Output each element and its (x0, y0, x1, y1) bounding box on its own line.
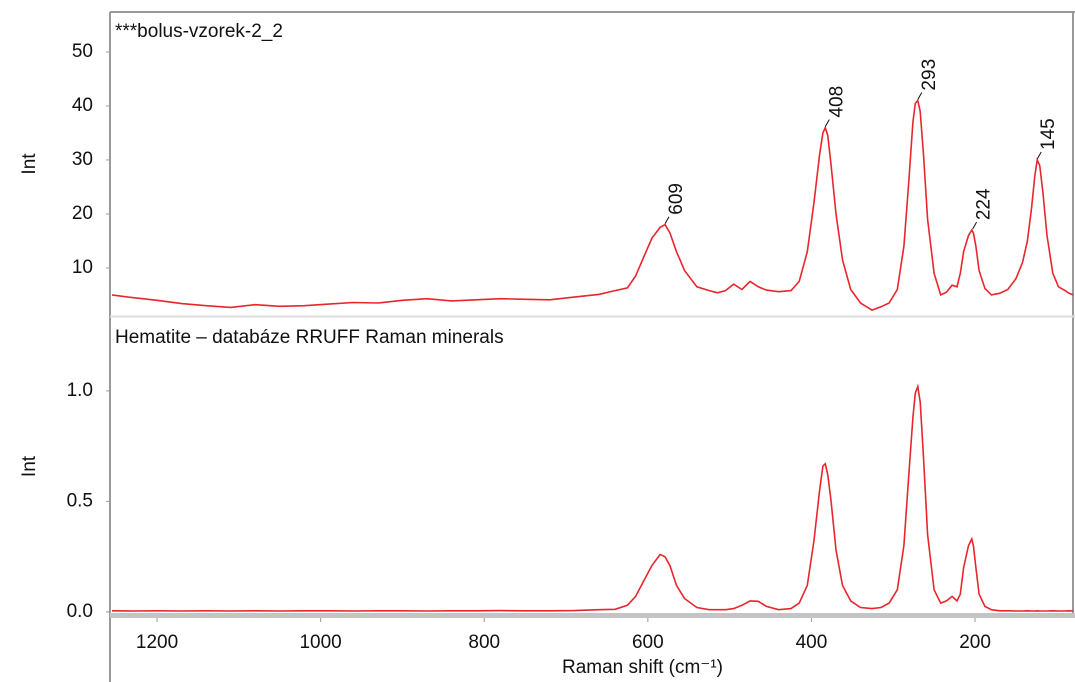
panel-title: ***bolus-vzorek-2_2 (115, 21, 283, 42)
peak-label: 293 (919, 59, 940, 91)
y-tick-label: 0.0 (67, 601, 93, 622)
peak-marker (664, 216, 670, 224)
spectrum-line (111, 383, 1074, 612)
y-axis-label: Int (19, 455, 40, 477)
peak-label: 408 (826, 86, 847, 118)
x-axis-bar (110, 613, 1075, 618)
x-tick-label: 600 (632, 632, 664, 653)
y-axis-label: Int (19, 153, 40, 175)
peak-label: 609 (666, 183, 687, 215)
panel-title: Hematite – databáze RRUFF Raman minerals (115, 327, 504, 348)
x-axis-label: Raman shift (cm⁻¹) (562, 657, 723, 678)
peak-marker (1036, 151, 1042, 160)
x-tick-label: 400 (796, 632, 828, 653)
y-tick-label: 50 (72, 41, 93, 62)
peak-marker (972, 221, 978, 230)
x-tick-label: 1200 (136, 632, 178, 653)
x-tick-label: 1000 (299, 632, 341, 653)
y-tick-label: 10 (72, 257, 93, 278)
x-tick-label: 200 (959, 632, 991, 653)
y-tick-label: 1.0 (67, 380, 93, 401)
y-tick-label: 40 (72, 95, 93, 116)
peak-marker (824, 119, 830, 127)
peak-label: 224 (974, 188, 995, 220)
y-tick-label: 20 (72, 203, 93, 224)
x-tick-label: 800 (468, 632, 500, 653)
peak-marker (917, 92, 923, 100)
spectrum-line (111, 98, 1074, 311)
y-tick-label: 30 (72, 149, 93, 170)
peak-label: 145 (1038, 118, 1059, 150)
y-tick-label: 0.5 (67, 490, 93, 511)
